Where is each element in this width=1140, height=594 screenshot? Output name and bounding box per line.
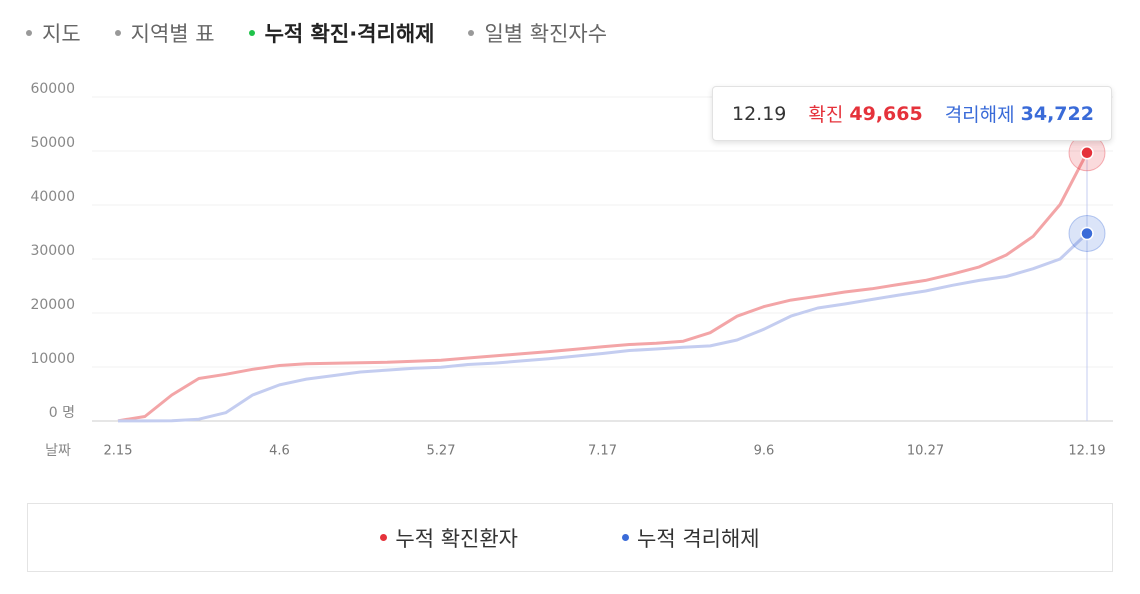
tab[interactable]: 지역별 표: [114, 18, 215, 48]
y-tick-label: 20000: [30, 297, 75, 313]
tab-label: 누적 확진·격리해제: [264, 22, 435, 46]
tooltip-value: 49,665: [849, 102, 923, 125]
x-tick-label: 4.6: [269, 444, 290, 459]
legend-item[interactable]: 누적 확진환자: [380, 523, 518, 553]
x-tick-label: 12.19: [1068, 444, 1105, 459]
legend-dot: [380, 534, 388, 541]
tooltip-series-name: 확진: [808, 104, 844, 126]
tooltip-value: 34,722: [1020, 102, 1094, 125]
tooltip-series-name: 격리해제: [944, 104, 1015, 126]
y-tick-label: 40000: [30, 189, 75, 205]
x-axis-label: 날짜: [45, 443, 71, 459]
highlight-point: [1080, 146, 1094, 160]
legend-label: 누적 격리해제: [637, 526, 760, 551]
tab-dot: [114, 30, 121, 36]
tab-dot: [248, 30, 255, 36]
x-tick-label: 5.27: [427, 444, 456, 459]
y-tick-label: 10000: [30, 351, 75, 367]
tab[interactable]: 일별 확진자수: [468, 18, 607, 48]
series-line: [118, 232, 1089, 423]
y-tick-label: 0 명: [49, 405, 75, 421]
x-tick-label: 10.27: [907, 444, 944, 459]
tab-dot: [468, 30, 475, 36]
tab[interactable]: 지도: [26, 18, 81, 48]
chart: 날짜 0 명 10000 20000 30000 40000 50000 60000 2.15…: [30, 81, 1113, 459]
tab[interactable]: 누적 확진·격리해제: [248, 18, 435, 48]
legend-dot: [622, 534, 629, 541]
tab-bar: 지도 지역별 표 누적 확진·격리해제 일별 확진자수: [26, 18, 607, 48]
x-tick-label: 2.15: [104, 444, 133, 459]
y-tick-label: 30000: [30, 243, 75, 259]
x-tick-label: 9.6: [754, 444, 775, 459]
tooltip-date: 12.19: [732, 102, 787, 125]
tooltip: 12.19 확진 49,665 격리해제 34,722: [712, 86, 1112, 141]
legend-label: 누적 확진환자: [395, 526, 518, 551]
tab-label: 지도: [42, 22, 81, 46]
series-line: [117, 152, 1089, 423]
tab-dot: [26, 30, 32, 36]
tab-label: 지역별 표: [130, 22, 215, 46]
legend-item[interactable]: 누적 격리해제: [622, 523, 760, 553]
legend: 누적 확진환자 누적 격리해제: [27, 503, 1113, 572]
highlight-point: [1080, 226, 1094, 241]
y-tick-label: 60000: [30, 81, 75, 97]
tab-label: 일별 확진자수: [484, 22, 608, 46]
x-tick-label: 7.17: [588, 444, 617, 459]
y-tick-label: 50000: [30, 135, 75, 151]
